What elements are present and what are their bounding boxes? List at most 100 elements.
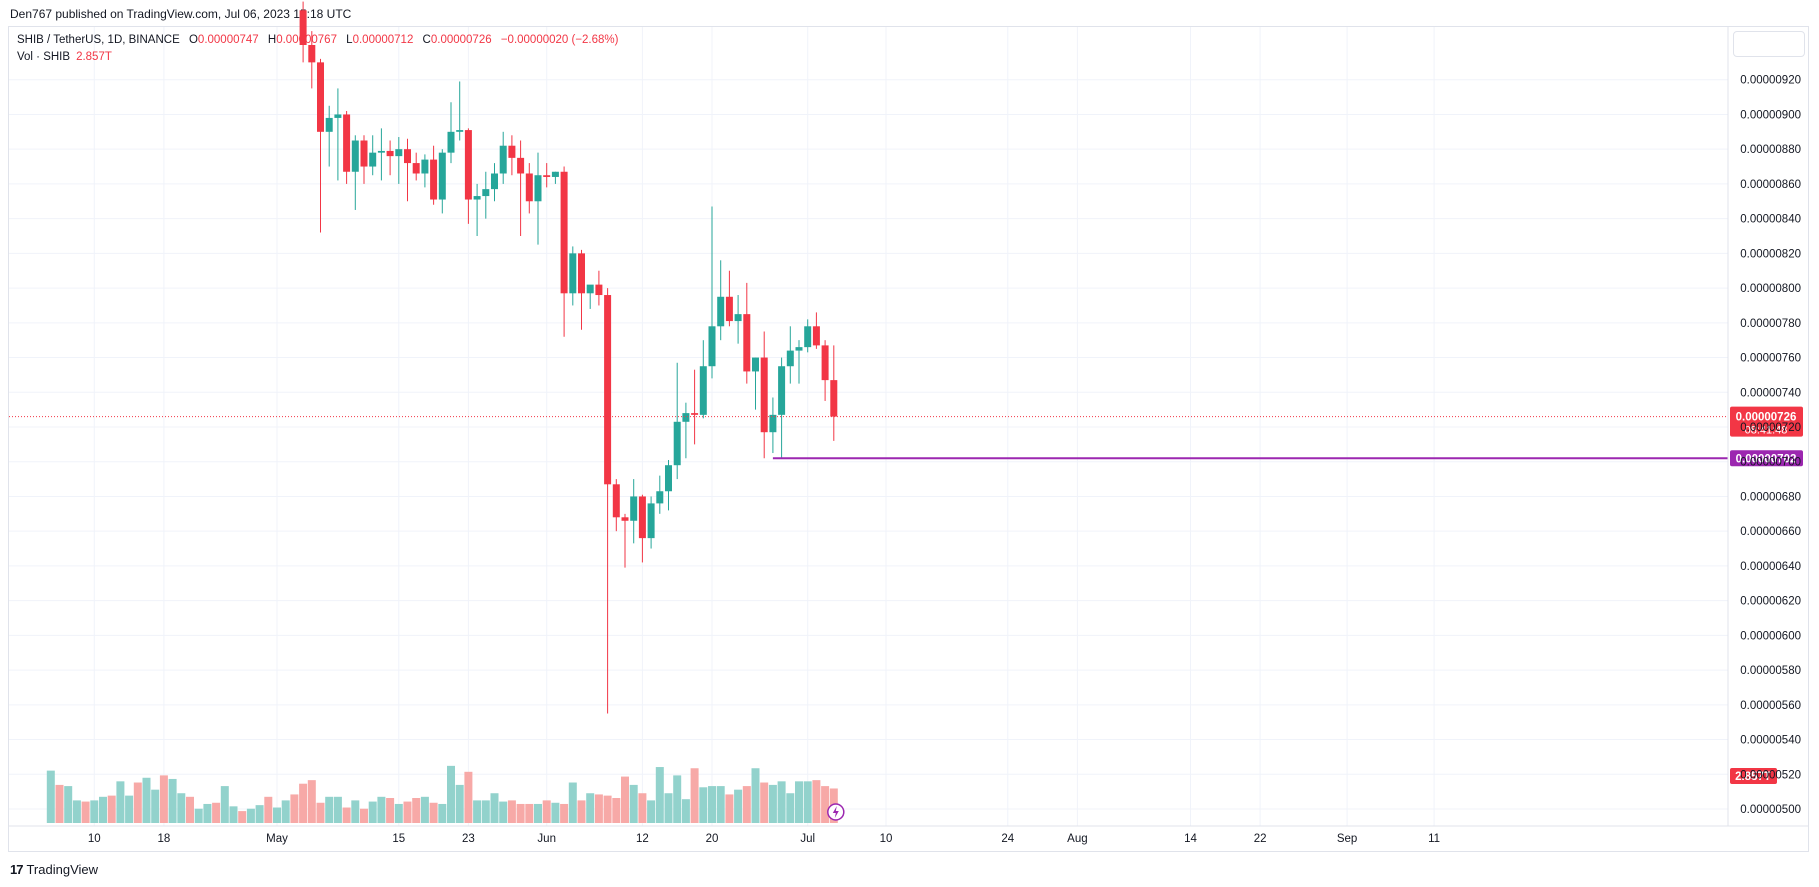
volume-bar [577, 800, 586, 823]
chart-settings-box[interactable] [1733, 31, 1805, 57]
volume-bar [264, 796, 273, 823]
volume-bar [64, 786, 73, 823]
candle-body [621, 517, 629, 521]
price-tick-label: 0.00000720 [1740, 422, 1801, 434]
support-level-label: 0.00000702 [1736, 453, 1797, 465]
volume-bar [751, 768, 760, 823]
candle-body [299, 10, 307, 45]
price-tick-label: 0.00000920 [1740, 75, 1801, 87]
candle-body [499, 145, 507, 174]
candle-body [612, 484, 620, 518]
volume-bar [107, 795, 116, 823]
close-value: 0.00000726 [430, 34, 492, 46]
candle-body [752, 357, 759, 372]
volume-legend: Vol · SHIB 2.857T [17, 51, 112, 63]
candle-body [586, 284, 594, 294]
time-tick-label: Aug [1067, 833, 1087, 845]
volume-bar [795, 781, 803, 823]
volume-bar [594, 794, 603, 823]
candle-body [743, 314, 751, 372]
volume-bar [325, 796, 334, 823]
volume-value: 2.857T [76, 51, 112, 63]
price-tick-label: 0.00000520 [1740, 769, 1801, 781]
volume-bar [690, 768, 699, 823]
candlesticks [299, 1, 838, 714]
price-tick-label: 0.00000680 [1740, 491, 1801, 503]
volume-bar [168, 778, 177, 823]
volume-bar [125, 795, 134, 823]
time-tick-label: May [266, 833, 288, 845]
volume-bar [499, 801, 508, 823]
close-label: C [422, 34, 431, 46]
price-tick-label: 0.00000560 [1740, 700, 1801, 712]
volume-bar [534, 803, 542, 823]
volume-bar [429, 802, 438, 823]
candle-body [691, 413, 699, 415]
candle-body [386, 150, 394, 157]
time-tick-label: 15 [392, 833, 405, 845]
volume-bar [307, 780, 316, 823]
volume-bar [603, 795, 612, 823]
candle-body [404, 149, 411, 164]
open-label: O [188, 34, 198, 46]
volume-bar [768, 784, 777, 823]
candle-body [795, 347, 803, 351]
volume-bar [673, 775, 682, 823]
time-tick-label: Jul [800, 833, 815, 845]
volume-bar [621, 776, 629, 823]
volume-bar [386, 798, 395, 823]
candle-body [551, 171, 559, 177]
volume-bar [586, 793, 595, 823]
price-tick-label: 0.00000620 [1740, 596, 1801, 608]
volume-bar [742, 786, 751, 823]
candle-body [334, 114, 342, 118]
candle-body [578, 253, 585, 294]
candle-body [464, 130, 472, 200]
candle-body [682, 413, 690, 422]
low-label: L [346, 34, 353, 46]
candle-body [369, 152, 377, 167]
volume-bar [159, 775, 168, 823]
volume-bar [716, 786, 725, 823]
volume-bar [551, 802, 560, 823]
time-tick-label: 11 [1428, 833, 1440, 845]
volume-badge [1730, 768, 1777, 784]
volume-bar [203, 803, 212, 823]
time-tick-label: 18 [158, 833, 171, 845]
candle-body [325, 117, 333, 132]
lightning-bolt-icon [832, 806, 839, 818]
open-value: 0.00000747 [197, 34, 259, 46]
candle-body [343, 114, 351, 172]
volume-bar [629, 784, 638, 823]
candle-body [430, 159, 438, 200]
candle-body [543, 175, 551, 177]
candle-body [769, 414, 777, 433]
high-value: 0.00000767 [276, 34, 337, 46]
volume-bar [177, 793, 186, 823]
candle-body [708, 326, 716, 367]
high-label: H [267, 34, 277, 46]
price-tick-label: 0.00000860 [1740, 179, 1801, 191]
volume-bar [568, 782, 577, 823]
volume-bar [360, 808, 368, 823]
candle-body [830, 380, 838, 417]
candle-body [665, 465, 672, 492]
candle-body [595, 284, 603, 296]
volume-bar [821, 786, 830, 823]
volume-bar [116, 781, 125, 823]
candle-body [525, 173, 533, 202]
volume-bar [142, 777, 151, 823]
volume-bar [342, 807, 351, 823]
volume-bar [516, 803, 525, 823]
price-tick-label: 0.00000760 [1740, 353, 1801, 365]
last-price-label: 0.00000726 [1736, 412, 1797, 424]
candle-body [447, 131, 455, 153]
ohlc-legend: SHIB / TetherUS, 1D, BINANCE O0.00000747… [17, 34, 618, 46]
candle-body [360, 140, 368, 167]
volume-bar [333, 796, 342, 823]
volume-bar [708, 786, 716, 823]
price-tick-label: 0.00000900 [1740, 109, 1801, 121]
last-price-badge [1730, 406, 1803, 437]
candle-body [473, 196, 481, 200]
